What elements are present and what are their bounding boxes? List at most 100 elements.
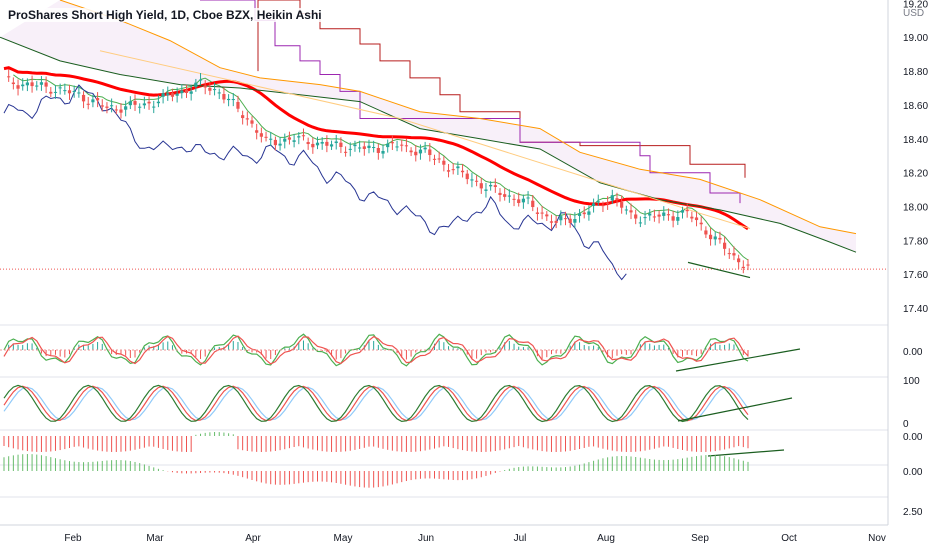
candle-body <box>105 106 109 108</box>
candle-body <box>460 170 465 173</box>
price-tick-label: 17.40 <box>903 304 928 315</box>
candle-body <box>386 143 390 148</box>
candle-body <box>559 216 563 221</box>
candle-body <box>348 148 352 150</box>
candle-body <box>152 106 156 108</box>
candle-body <box>685 209 689 212</box>
ichimoku-cloud <box>0 0 856 253</box>
price-tick-label: 18.40 <box>903 135 928 146</box>
senkou-span-b-line <box>0 36 857 253</box>
time-tick-label: Nov <box>868 533 886 544</box>
price-tick-label: 18.60 <box>903 101 928 112</box>
candle-body <box>390 142 394 144</box>
oscillator-panels <box>0 333 801 488</box>
candle-body <box>409 150 413 153</box>
candle-body <box>680 210 685 213</box>
candle-body <box>596 201 600 203</box>
currency-label: USD <box>903 8 924 19</box>
candle-body <box>428 149 432 156</box>
candle-body <box>606 202 610 204</box>
candle-body <box>128 101 132 106</box>
candle-body <box>283 138 287 142</box>
candle-body <box>694 217 699 221</box>
candle-body <box>451 169 455 171</box>
candle-body <box>241 115 245 119</box>
candle-body <box>212 89 217 91</box>
price-tick-label: 18.00 <box>903 203 928 214</box>
time-tick-label: Jul <box>514 533 527 544</box>
price-tick-label: 18.20 <box>903 169 928 180</box>
candle-body <box>517 199 521 204</box>
candle-body <box>573 218 577 223</box>
candle-body <box>203 85 207 88</box>
candle-body <box>577 213 582 216</box>
candle-body <box>591 203 596 206</box>
candle-body <box>339 142 343 147</box>
candle-body <box>11 82 15 85</box>
candle-body <box>615 198 619 201</box>
candle-body <box>423 147 427 150</box>
candle-body <box>563 218 568 220</box>
candle-body <box>334 141 338 144</box>
candles <box>7 69 750 274</box>
candle-body <box>292 140 296 142</box>
osc1-trendline <box>675 348 801 372</box>
candle-body <box>329 144 334 147</box>
candle-body <box>512 198 516 200</box>
candle-body <box>727 253 731 255</box>
price-tick-label: 19.00 <box>903 33 928 44</box>
candle-body <box>95 98 100 101</box>
candle-body <box>666 214 671 216</box>
candle-body <box>273 139 277 146</box>
candle-body <box>63 90 67 92</box>
candle-body <box>662 212 666 216</box>
price-tick-label: 17.60 <box>903 270 928 281</box>
candle-body <box>741 266 745 269</box>
candle-body <box>49 91 53 94</box>
candle-body <box>7 76 11 78</box>
candle-body <box>353 144 357 147</box>
candle-body <box>315 142 320 146</box>
candle-body <box>540 212 544 214</box>
candle-body <box>222 94 226 100</box>
candle-body <box>723 242 727 249</box>
candle-body <box>737 258 741 263</box>
panel-4-tick-low: 2.50 <box>903 507 923 518</box>
candle-body <box>465 173 469 180</box>
candle-body <box>526 197 530 199</box>
candle-body <box>77 92 81 94</box>
candle-body <box>72 90 76 92</box>
candle-body <box>554 220 558 223</box>
candle-body <box>269 138 273 140</box>
candle-body <box>699 222 703 225</box>
candle-body <box>732 253 736 256</box>
candle-body <box>484 189 488 191</box>
candle-body <box>236 101 240 109</box>
candle-body <box>362 146 366 149</box>
candle-body <box>100 105 104 107</box>
price-tick-label: 18.80 <box>903 67 928 78</box>
candle-body <box>30 82 34 87</box>
candle-body <box>184 89 189 93</box>
candle-body <box>400 144 404 146</box>
candle-body <box>418 149 423 154</box>
candle-body <box>245 118 249 120</box>
grid <box>0 0 889 526</box>
candle-body <box>718 237 722 240</box>
panel-2-tick-low: 0 <box>903 419 909 430</box>
panel-3-tick: 0.00 <box>903 432 923 443</box>
candle-body <box>306 142 310 145</box>
candle-body <box>231 99 235 101</box>
time-tick-label: Sep <box>691 533 709 544</box>
candle-body <box>25 82 29 86</box>
candle-body <box>521 198 525 203</box>
candle-body <box>437 158 441 160</box>
candle-body <box>287 137 292 140</box>
osc2-line-b <box>3 385 749 422</box>
candle-body <box>110 105 114 107</box>
price-tick-label: 19.20 <box>903 0 928 10</box>
candle-body <box>549 221 554 223</box>
candle-body <box>531 200 535 208</box>
candle-body <box>498 192 502 195</box>
